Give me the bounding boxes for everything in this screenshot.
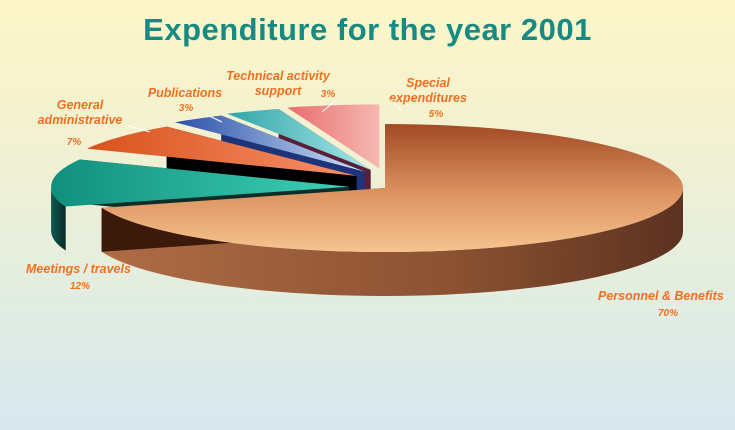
slice-percent-label: 3% (179, 103, 194, 114)
slice-personnel-benefits (101, 124, 684, 296)
slice-percent-label: 3% (321, 89, 336, 100)
slice-general-administrative-top (86, 126, 357, 176)
label-meetings-travels: Meetings / travels 12% (26, 262, 131, 292)
label-publications: Publications 3% (148, 86, 222, 114)
slice-label-line: Special (406, 76, 450, 90)
slice-meetings-travels-top (51, 159, 350, 207)
leader-line (206, 114, 223, 123)
slice-percent-label: 5% (429, 109, 444, 120)
slice-meetings-travels-side (51, 186, 66, 251)
slice-label-line: General (57, 98, 104, 112)
label-personnel-benefits: Personnel & Benefits 70% (598, 289, 724, 319)
slice-label-line: Publications (148, 86, 222, 100)
slice-special-expenditures (287, 104, 380, 213)
leader-line (389, 99, 403, 111)
slice-percent-label: 7% (67, 137, 82, 148)
slice-percent-label: 12% (70, 281, 90, 292)
slice-technical-activity-support-top (227, 109, 371, 170)
slice-publications-top (174, 115, 365, 172)
slice-label-line: expenditures (389, 91, 467, 105)
slice-personnel-benefits-top (101, 124, 684, 252)
leader-line (321, 99, 337, 113)
slice-label-line: support (255, 84, 302, 98)
slice-special-expenditures-top (287, 104, 380, 169)
chart-title: Expenditure for the year 2001 (143, 12, 592, 47)
slice-percent-label: 70% (658, 308, 678, 319)
slice-label-line: Technical activity (226, 69, 331, 83)
leader-line (127, 125, 151, 133)
slice-label-line: Meetings / travels (26, 262, 131, 276)
slice-label-line: administrative (38, 113, 123, 127)
slice-label-line: Personnel & Benefits (598, 289, 724, 303)
slice-personnel-benefits-side (101, 188, 684, 296)
